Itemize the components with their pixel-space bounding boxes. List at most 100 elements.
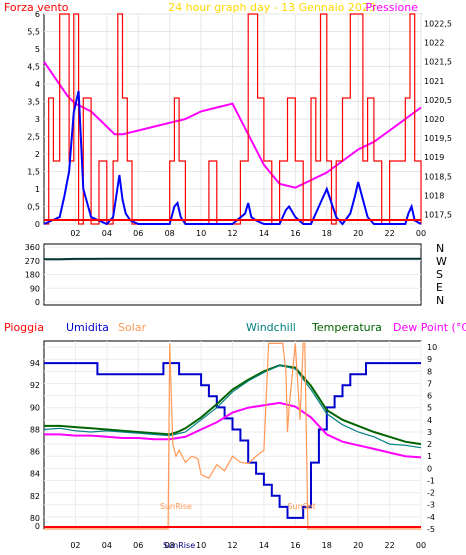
x-tick-label: 06 [133, 541, 143, 550]
legend-label: Temperatura [311, 321, 382, 334]
x-tick-label: 00 [416, 229, 426, 238]
wind-tick-label: 6 [35, 10, 40, 19]
pressure-tick-label: 1021 [424, 77, 444, 86]
humidity-tick-label: 92 [30, 381, 40, 390]
direction-tick-label: 360 [25, 243, 40, 252]
temp-tick-label: 6 [427, 392, 432, 401]
compass-label: W [436, 255, 447, 268]
legend-label: Dew Point (°C) [393, 321, 466, 334]
series-windchill-line [43, 364, 422, 449]
temp-tick-label: 7 [427, 379, 432, 388]
wind-pressure-panel: Forza vento 24 hour graph day - 13 Genna… [4, 1, 452, 238]
compass-label: S [436, 268, 443, 281]
humidity-tick-label: 88 [30, 425, 40, 434]
temp-plot-series [43, 342, 422, 530]
wind-axis-ticks: 0 0,5 1 1,5 2 2,5 3 3,5 4 4,5 5 5,5 6 [27, 10, 40, 229]
temp-tick-label: 3 [427, 428, 432, 437]
wind-tick-label: 1,5 [27, 168, 40, 177]
direction-tick-label: 90 [30, 284, 40, 293]
x-tick-label: 10 [196, 541, 206, 550]
compass-label: N [436, 242, 444, 255]
wind-tick-label: 5 [35, 45, 40, 54]
humidity-tick-label: 90 [30, 403, 40, 412]
humidity-tick-label: 86 [30, 448, 40, 457]
wind-tick-label: 3,5 [27, 98, 40, 107]
temp-tick-label: 5 [427, 404, 432, 413]
series-pressione-line [43, 61, 422, 189]
series-raffica-line [44, 13, 422, 225]
temp-tick-label: -3 [427, 501, 435, 510]
temp-tick-label: 4 [427, 416, 432, 425]
x-tick-label: 20 [353, 541, 363, 550]
pressure-tick-label: 1019 [424, 153, 444, 162]
temp-tick-label: -4 [427, 513, 435, 522]
wind-tick-label: 4 [35, 80, 40, 89]
humidity-tick-label: 84 [30, 470, 40, 479]
series-media-line [43, 90, 422, 226]
wind-x-ticks: 02 04 06 08 10 12 14 16 18 20 22 00 [70, 229, 426, 238]
sunrise-annotation: SunRise [160, 502, 192, 511]
series-temperatura-line [44, 364, 422, 446]
x-tick-label: 00 [416, 541, 426, 550]
wind-tick-label: 5,5 [27, 28, 40, 37]
series-umidita-line [44, 362, 421, 519]
humidity-tick-label: 82 [30, 492, 40, 501]
pressure-tick-label: 1021,5 [424, 58, 452, 67]
temp-tick-label: 0 [427, 464, 432, 473]
pressure-axis-label: Pressione [366, 1, 419, 14]
pressure-tick-label: 1022 [424, 39, 444, 48]
x-tick-label: 08 [165, 541, 175, 550]
direction-tick-label: 180 [25, 271, 40, 280]
wind-plot-series [43, 13, 422, 226]
temp-tick-label: 2 [427, 440, 432, 449]
x-tick-label: 06 [133, 229, 143, 238]
wind-axis-label: Forza vento [4, 1, 69, 14]
x-tick-label: 18 [322, 541, 332, 550]
temp-tick-label: -5 [427, 525, 435, 534]
pressure-tick-label: 1018,5 [424, 172, 452, 181]
wind-tick-label: 3 [35, 115, 40, 124]
compass-label: N [436, 294, 444, 307]
temp-tick-label: -1 [427, 476, 435, 485]
temp-humidity-panel: Pioggia Umidita Solar Windchill Temperatura D… [4, 321, 466, 550]
x-tick-label: 16 [290, 229, 300, 238]
x-tick-label: 14 [259, 229, 269, 238]
wind-tick-label: 2,5 [27, 133, 40, 142]
x-tick-label: 12 [227, 541, 237, 550]
x-tick-label: 12 [227, 229, 237, 238]
pressure-axis-ticks: 1017,5 1018 1018,5 1019 1019,5 1020 1020,5 1021… [424, 20, 452, 220]
sunrise-tick-label: SunRise [163, 541, 195, 550]
humidity-tick-label: 0 [35, 522, 40, 531]
wind-tick-label: 4,5 [27, 63, 40, 72]
x-tick-label: 16 [290, 541, 300, 550]
pressure-tick-label: 1020,5 [424, 96, 452, 105]
wind-tick-label: 0 [35, 220, 40, 229]
temp-panel-legend: Pioggia Umidita Solar Windchill Temperatura D… [4, 321, 466, 334]
legend-label: Solar [118, 321, 147, 334]
wind-tick-label: 1 [35, 185, 40, 194]
wind-tick-label: 2 [35, 150, 40, 159]
direction-tick-label: 0 [35, 298, 40, 307]
series-solar-line [44, 342, 421, 530]
sun-annotations: SunRise SunSet [160, 502, 316, 511]
x-tick-label: 20 [353, 229, 363, 238]
x-tick-label: 22 [384, 541, 394, 550]
x-tick-label: 18 [322, 229, 332, 238]
x-tick-label: 10 [196, 229, 206, 238]
x-tick-label: 02 [70, 541, 80, 550]
x-tick-label: 02 [70, 229, 80, 238]
pressure-tick-label: 1020 [424, 115, 444, 124]
wind-tick-label: 0,5 [27, 203, 40, 212]
direction-plot-grid [44, 246, 421, 303]
temp-tick-label: 8 [427, 367, 432, 376]
compass-label: E [436, 281, 443, 294]
direction-tick-label: 270 [25, 257, 40, 266]
temp-tick-label: 9 [427, 355, 432, 364]
legend-label: Pioggia [4, 321, 44, 334]
temperature-axis-ticks: -5 -4 -3 -2 -1 0 1 2 3 4 5 6 7 8 9 10 [427, 343, 437, 534]
temp-tick-label: -2 [427, 489, 435, 498]
humidity-axis-ticks: 080 82 84 86 88 90 92 94 [30, 359, 40, 531]
